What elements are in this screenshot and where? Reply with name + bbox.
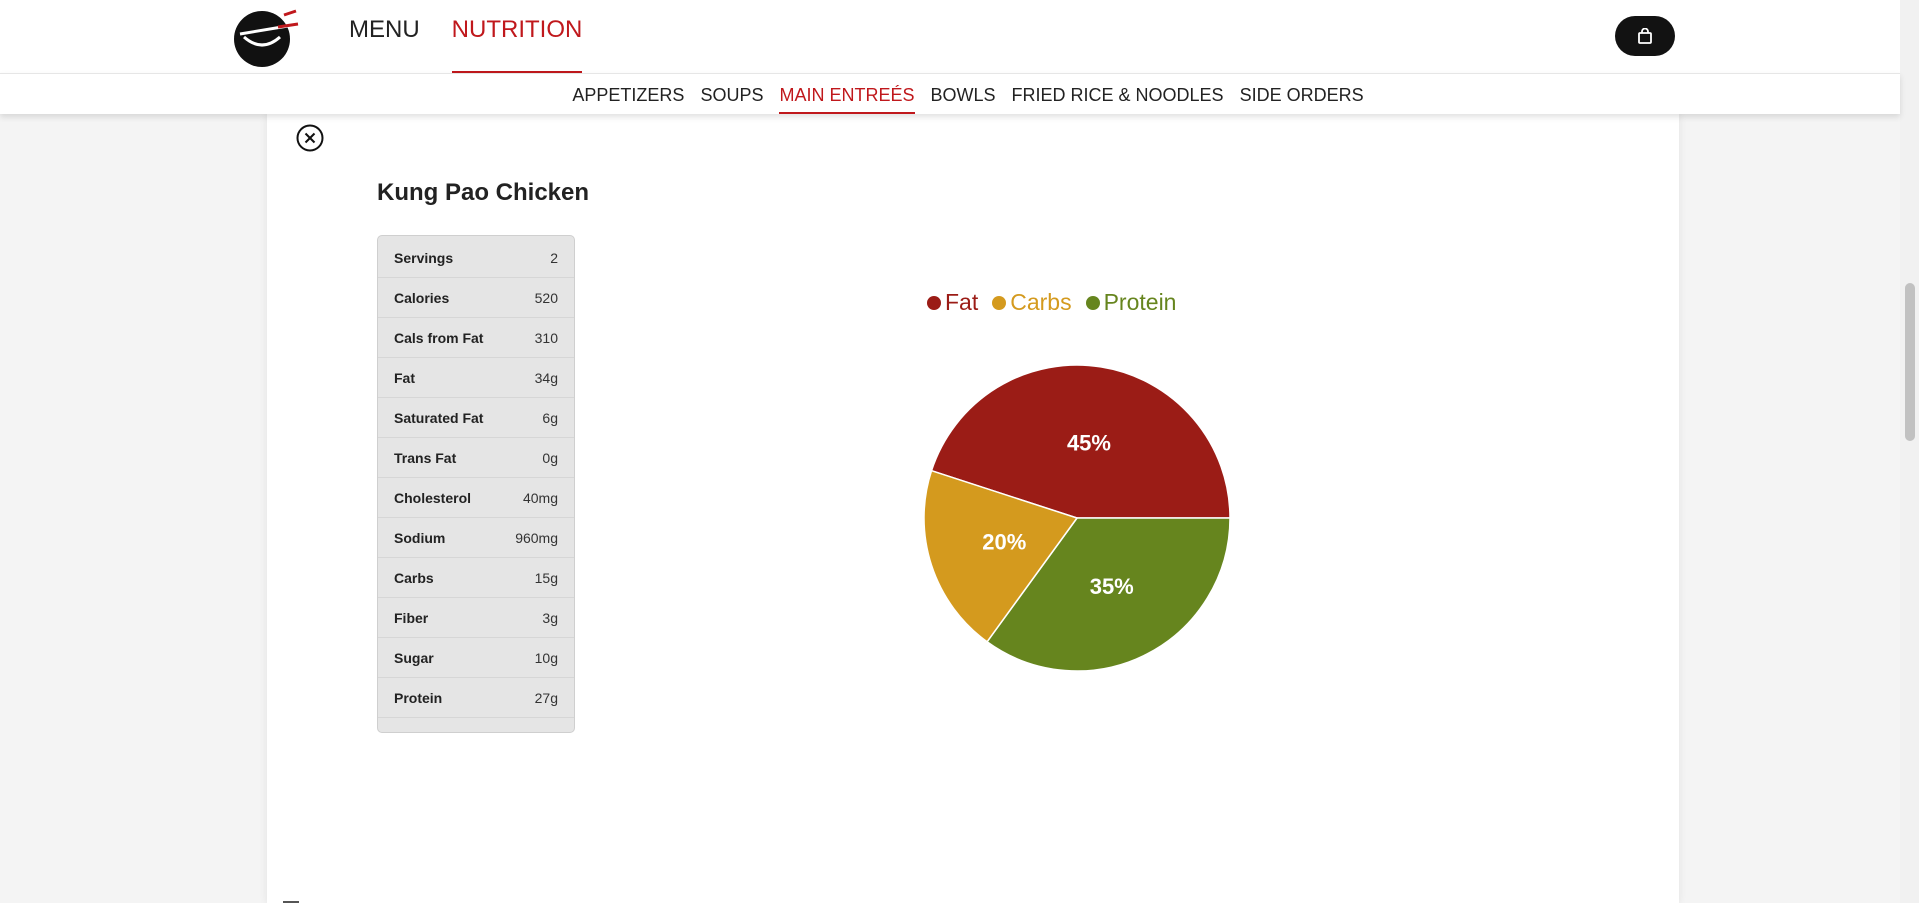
legend-swatch: [927, 295, 941, 310]
nutrition-row: Protein 27g: [378, 678, 574, 718]
nav-nutrition[interactable]: NUTRITION: [451, 0, 583, 73]
tab-soups[interactable]: SOUPS: [700, 85, 764, 105]
nutrition-row: Saturated Fat 6g: [378, 398, 574, 438]
cart-button[interactable]: [1615, 16, 1675, 56]
nutrition-row: Calories 520: [378, 278, 574, 318]
nutrition-row: Fat 34g: [378, 358, 574, 398]
macro-pie-chart: 45% 35% 20%: [923, 364, 1231, 672]
nutrition-label: Carbs: [394, 569, 434, 586]
nutrition-value: 520: [534, 289, 558, 306]
nutrition-label: Sugar: [394, 649, 434, 666]
nutrition-label: Fat: [394, 369, 415, 386]
nutrition-label: Servings: [394, 249, 454, 266]
nutrition-label: Trans Fat: [394, 449, 457, 466]
legend-item-carbs[interactable]: Carbs: [992, 289, 1072, 316]
nutrition-value: 960mg: [515, 529, 558, 546]
nutrition-row: Servings 2: [378, 238, 574, 278]
nutrition-value: 40mg: [522, 489, 558, 506]
tab-side-orders[interactable]: SIDE ORDERS: [1239, 85, 1364, 105]
legend-swatch: [992, 295, 1007, 310]
nutrition-label: Cals from Fat: [394, 329, 484, 346]
scroll-thumb[interactable]: [1905, 283, 1915, 441]
nutrition-row: Trans Fat 0g: [378, 438, 574, 478]
chart-legend: Fat Carbs Protein: [927, 289, 1190, 316]
pie-label-fat: 45%: [1067, 430, 1111, 455]
nutrition-value: 15g: [534, 569, 558, 586]
nutrition-value: 10g: [534, 649, 558, 666]
tab-appetizers[interactable]: APPETIZERS: [572, 85, 685, 105]
tab-main-entrees[interactable]: MAIN ENTREÉS: [779, 74, 915, 114]
nutrition-label: Fiber: [394, 609, 429, 626]
nutrition-value: 27g: [534, 689, 558, 706]
nutrition-value: 310: [534, 329, 558, 346]
legend-item-protein[interactable]: Protein: [1085, 289, 1177, 316]
nutrition-card: Kung Pao Chicken Servings 2 Calories 520 C…: [267, 113, 1679, 903]
nutrition-value: 0g: [542, 449, 558, 466]
nutrition-row: Carbs 15g: [378, 558, 574, 598]
nutrition-row: Sugar 10g: [378, 638, 574, 678]
category-nav: APPETIZERS SOUPS MAIN ENTREÉS BOWLS FRIE…: [0, 74, 1900, 114]
nav-menu[interactable]: MENU: [349, 16, 420, 43]
legend-item-fat[interactable]: Fat: [927, 289, 978, 316]
nutrition-label: Sodium: [394, 529, 446, 546]
nutrition-label: Saturated Fat: [394, 409, 484, 426]
close-circle-icon[interactable]: [296, 124, 324, 152]
shopping-bag-icon: [1638, 28, 1652, 44]
nutrition-value: 2: [550, 249, 558, 266]
legend-label: Carbs: [1010, 289, 1072, 315]
nutrition-value: 3g: [542, 609, 558, 626]
tab-bowls[interactable]: BOWLS: [930, 85, 996, 105]
dish-title: Kung Pao Chicken: [377, 179, 590, 206]
divider: [283, 901, 299, 903]
nutrition-row: Sodium 960mg: [378, 518, 574, 558]
nutrition-label: Cholesterol: [394, 489, 472, 506]
logo[interactable]: [232, 7, 300, 67]
top-header: MENU NUTRITION: [0, 0, 1900, 73]
nutrition-value: 6g: [542, 409, 558, 426]
pie-label-carbs: 20%: [982, 530, 1026, 555]
pie-slice-fat[interactable]: [930, 364, 1231, 519]
nutrition-value: 34g: [534, 369, 558, 386]
nutrition-row: Cholesterol 40mg: [378, 478, 574, 518]
nutrition-row: Fiber 3g: [378, 598, 574, 638]
scrollbar[interactable]: [1900, 0, 1919, 903]
tab-fried-rice-noodles[interactable]: FRIED RICE & NOODLES: [1011, 85, 1224, 105]
nutrition-label: Protein: [394, 689, 443, 706]
legend-label: Protein: [1103, 289, 1177, 315]
pie-slice-protein[interactable]: [986, 517, 1231, 672]
main-nav: MENU NUTRITION: [349, 0, 614, 73]
nutrition-table: Servings 2 Calories 520 Cals from Fat 310 F…: [377, 235, 575, 733]
legend-swatch: [1085, 295, 1100, 310]
nutrition-label: Calories: [394, 289, 450, 306]
pie-slice-carbs[interactable]: [923, 469, 1079, 643]
category-bar: APPETIZERS SOUPS MAIN ENTREÉS BOWLS FRIE…: [0, 73, 1900, 114]
legend-label: Fat: [945, 289, 979, 315]
pie-label-protein: 35%: [1090, 574, 1134, 599]
nutrition-row: Cals from Fat 310: [378, 318, 574, 358]
